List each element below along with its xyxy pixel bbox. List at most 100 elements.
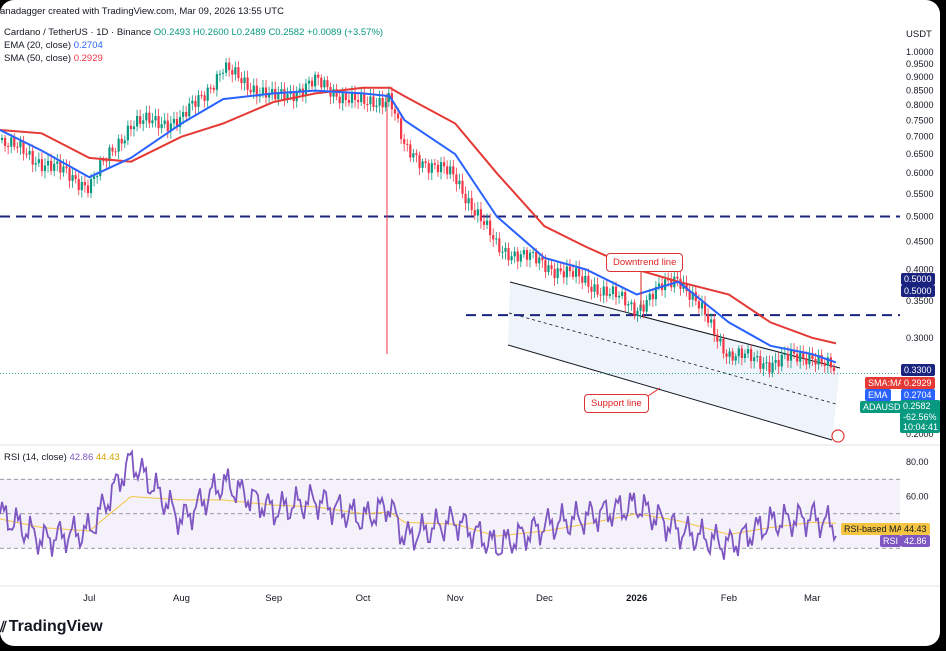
candle-body bbox=[237, 67, 240, 79]
candle-body bbox=[614, 286, 618, 298]
candle-body bbox=[617, 295, 621, 298]
sma-axis-value: 0.2929 bbox=[901, 377, 935, 389]
candle-body bbox=[574, 268, 578, 277]
rsi-legend[interactable]: RSI (14, close) 42.86 44.43 bbox=[4, 452, 120, 463]
candle-body bbox=[633, 302, 636, 316]
candle-body bbox=[501, 251, 504, 253]
time-axis-label: Dec bbox=[536, 593, 553, 604]
candle-body bbox=[697, 301, 700, 309]
candle-body bbox=[126, 125, 129, 141]
symbol-axis-countdown: 10:04:41 bbox=[903, 422, 939, 432]
candle-body bbox=[169, 123, 172, 132]
candle-body bbox=[194, 100, 197, 107]
candle-body bbox=[252, 85, 255, 93]
candle-body bbox=[608, 294, 611, 296]
price-tick-label: 0.6500 bbox=[906, 149, 934, 159]
candle-body bbox=[83, 182, 86, 186]
support-annotation[interactable]: Support line bbox=[584, 394, 649, 413]
candle-body bbox=[317, 74, 320, 78]
candle-body bbox=[513, 251, 516, 257]
candle-body bbox=[175, 118, 179, 128]
candle-body bbox=[148, 112, 151, 124]
candle-body bbox=[369, 96, 372, 105]
downtrend-annotation[interactable]: Downtrend line bbox=[606, 253, 684, 272]
chart-credit: anadagger created with TradingView.com, … bbox=[0, 6, 284, 17]
candle-body bbox=[215, 74, 218, 90]
candle-body bbox=[805, 358, 808, 365]
candle-body bbox=[525, 250, 529, 260]
candle-body bbox=[611, 286, 615, 295]
ohlc-high: H0.2600 bbox=[192, 27, 229, 38]
candle-body bbox=[762, 363, 765, 369]
time-axis-label: 2026 bbox=[626, 593, 647, 604]
candle-body bbox=[271, 88, 274, 95]
candle-body bbox=[700, 302, 704, 309]
candle-body bbox=[99, 160, 102, 177]
price-tick-label: 0.3500 bbox=[906, 296, 934, 306]
price-tick-label: 0.4500 bbox=[906, 237, 934, 247]
rsi-ma-axis-value: 44.43 bbox=[901, 523, 930, 535]
time-axis-label: Nov bbox=[447, 593, 464, 604]
alert-icon bbox=[831, 429, 845, 443]
candle-body bbox=[538, 257, 541, 264]
price-tick-label: 0.7500 bbox=[906, 115, 934, 125]
candle-body bbox=[492, 235, 495, 240]
candle-body bbox=[28, 150, 31, 155]
candle-body bbox=[476, 209, 479, 216]
candle-body bbox=[756, 356, 759, 358]
candle-body bbox=[691, 292, 694, 300]
candle-body bbox=[774, 359, 777, 363]
candle-body bbox=[734, 356, 737, 361]
candle-body bbox=[571, 271, 575, 277]
candle-body bbox=[40, 159, 44, 171]
candle-body bbox=[541, 257, 544, 261]
candle-body bbox=[93, 176, 96, 179]
candle-body bbox=[71, 175, 74, 181]
level-050-tag-a: 0.5000 bbox=[901, 273, 935, 285]
candle-body bbox=[522, 250, 525, 255]
candle-body bbox=[307, 80, 311, 84]
candle-body bbox=[393, 109, 397, 114]
candle-body bbox=[80, 182, 83, 191]
candle-body bbox=[246, 77, 249, 90]
candle-body bbox=[129, 125, 133, 130]
rsi-line bbox=[0, 448, 837, 560]
candle-body bbox=[731, 351, 734, 361]
time-axis-label: Jul bbox=[83, 593, 95, 604]
time-axis-label: Mar bbox=[804, 593, 820, 604]
candle-body bbox=[372, 96, 375, 108]
time-axis-label: Feb bbox=[721, 593, 737, 604]
candle-body bbox=[59, 161, 62, 173]
candle-body bbox=[461, 180, 464, 194]
candle-body bbox=[320, 77, 323, 88]
tradingview-logo[interactable]: ⫽ TradingView bbox=[0, 618, 103, 636]
candle-body bbox=[178, 116, 182, 128]
candle-body bbox=[286, 93, 289, 100]
time-axis-label: Oct bbox=[356, 593, 371, 604]
candle-body bbox=[191, 100, 194, 104]
candle-body bbox=[225, 62, 228, 73]
candle-body bbox=[590, 286, 593, 292]
candle-body bbox=[593, 284, 596, 292]
candle-body bbox=[759, 356, 762, 369]
candle-body bbox=[439, 162, 443, 173]
candle-body bbox=[332, 89, 335, 97]
symbol-legend[interactable]: Cardano / TetherUS · 1D · Binance O0.249… bbox=[4, 27, 383, 38]
candle-body bbox=[249, 89, 252, 93]
candle-body bbox=[737, 348, 740, 357]
candle-body bbox=[335, 89, 338, 97]
candle-body bbox=[811, 353, 814, 360]
candle-body bbox=[796, 353, 799, 362]
sma-legend[interactable]: SMA (50, close) 0.2929 bbox=[4, 53, 103, 64]
ema-legend[interactable]: EMA (20, close) 0.2704 bbox=[4, 40, 103, 51]
symbol-axis-box bbox=[900, 400, 940, 433]
candle-body bbox=[823, 362, 826, 366]
candle-body bbox=[185, 111, 188, 117]
candle-body bbox=[3, 137, 7, 146]
candle-body bbox=[427, 163, 430, 173]
candle-body bbox=[654, 286, 658, 300]
candle-body bbox=[145, 112, 148, 121]
candle-body bbox=[710, 319, 713, 323]
candle-body bbox=[206, 87, 209, 101]
sma-legend-value: 0.2929 bbox=[73, 53, 103, 64]
